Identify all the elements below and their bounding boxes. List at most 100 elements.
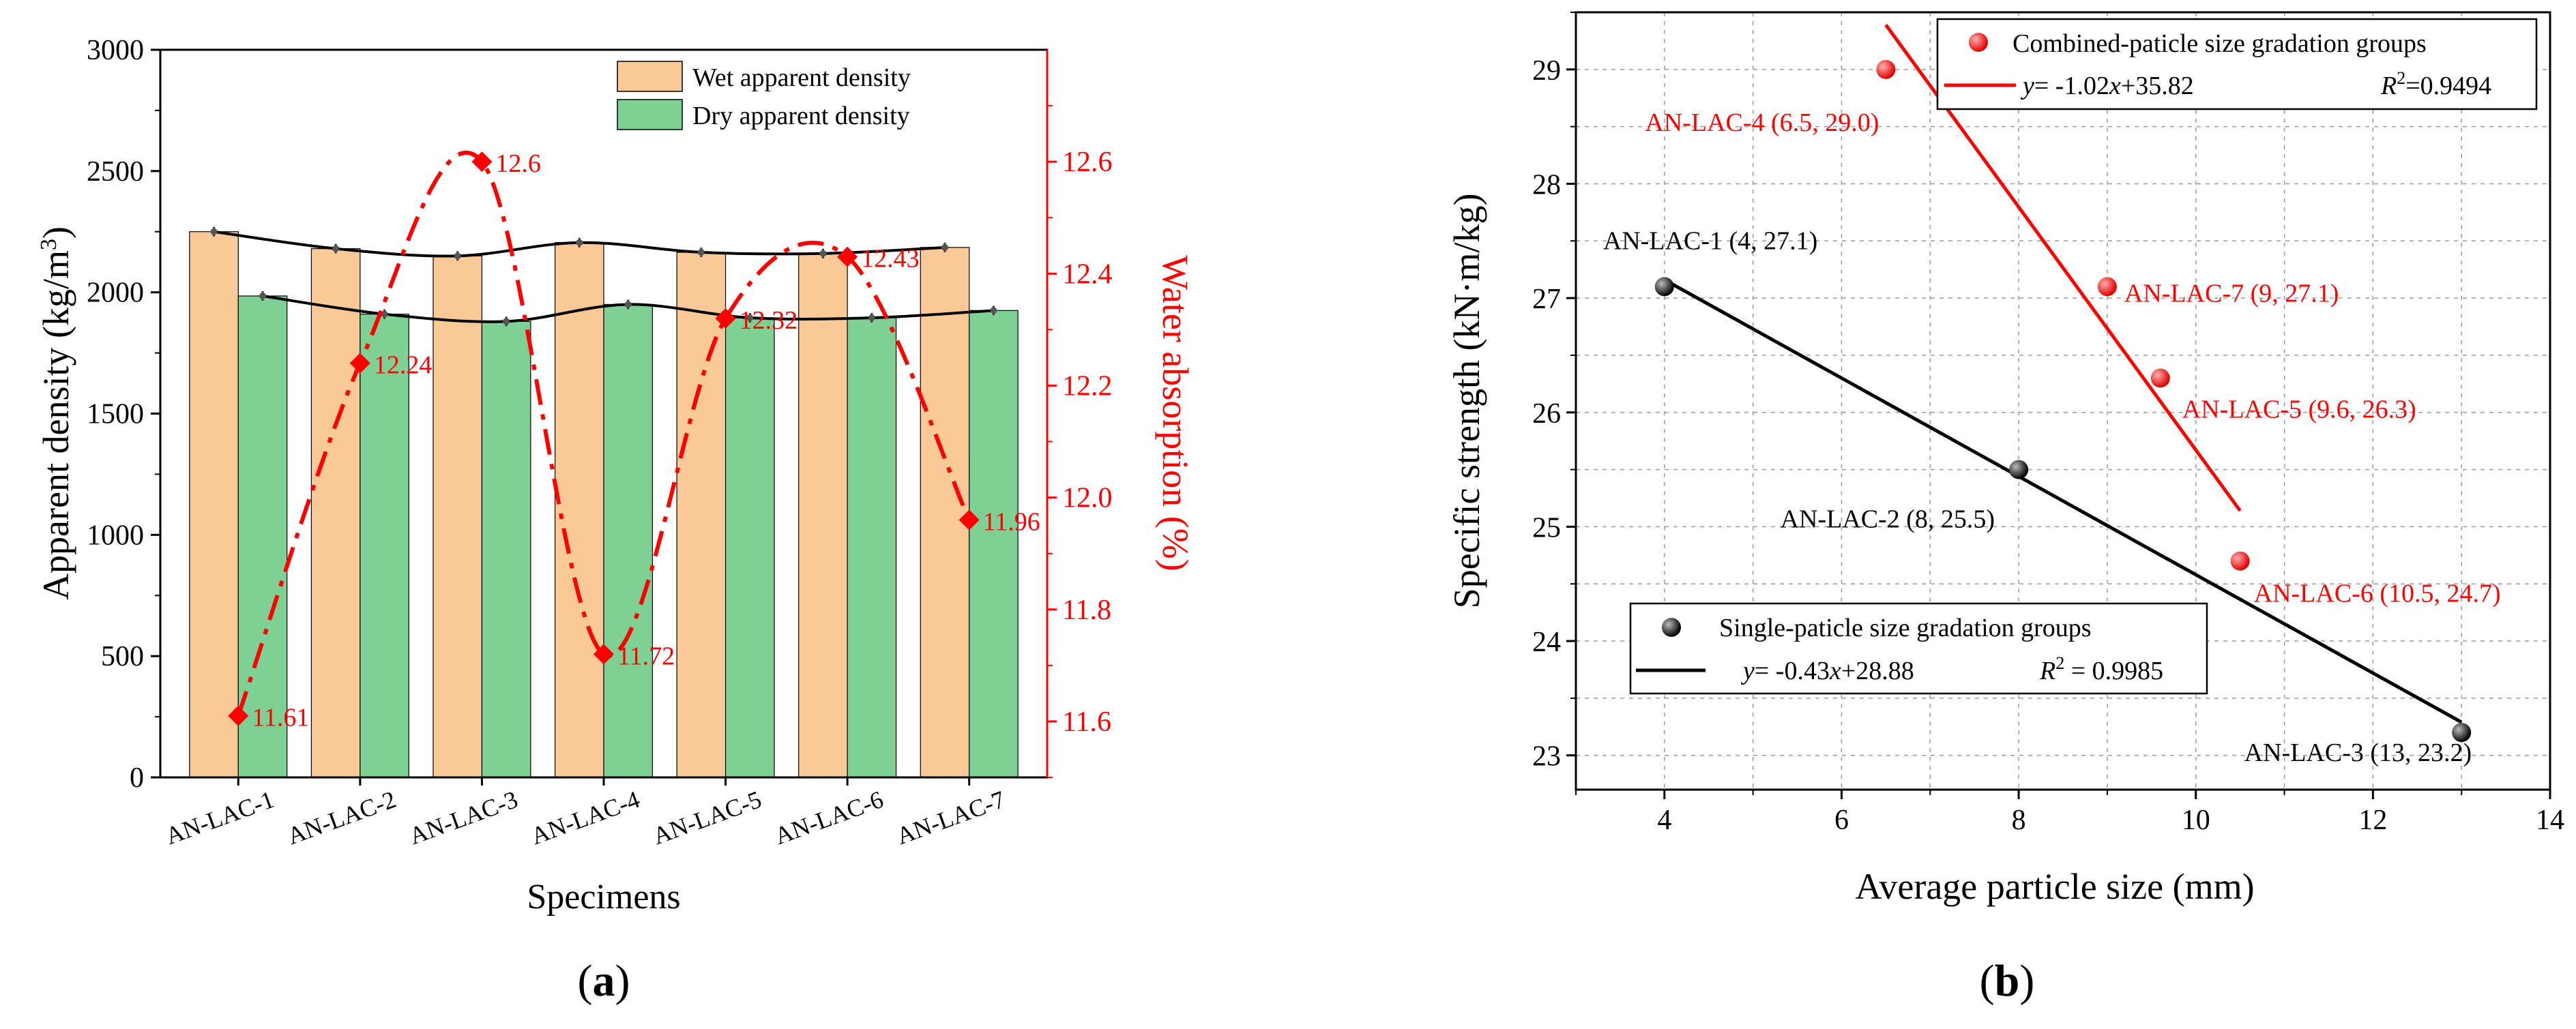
wet-marker-3 [454, 252, 461, 260]
label-single-2: AN-LAC-2 (8, 25.5) [1781, 505, 1995, 534]
y-tick-label-0: 0 [130, 762, 144, 794]
right-y-axis: 11.6 11.8 12.0 12.2 12.4 12.6 [1046, 50, 1113, 778]
panel-label-a: (a) [578, 956, 630, 1006]
x-tick-label-12: 12 [2358, 805, 2387, 836]
y2-tick-label-12.4: 12.4 [1062, 258, 1113, 290]
point-single-3 [2452, 723, 2472, 743]
dry-marker-1 [259, 293, 266, 300]
y-tick-label-500: 500 [101, 641, 144, 672]
legend-label-wet: Wet apparent density [692, 63, 911, 92]
legend-marker-single [1662, 618, 1681, 637]
y2-axis-title-a: Water absorption (%) [1155, 255, 1196, 571]
panel-a-chart: 11.61 12.24 12.6 11.72 12.32 12.43 11.96 0 500 1… [35, 35, 1196, 1006]
y-axis-title-a: Apparent density (kg/m3) [35, 226, 76, 600]
label-combined-4: AN-LAC-6 (10.5, 24.7) [2254, 580, 2501, 608]
x-tick-label-AN-LAC-1: AN-LAC-1 [162, 786, 278, 850]
plot-frame-b [1575, 11, 2551, 791]
equation-combined: y= -1.02x+35.82 [2020, 72, 2194, 100]
wet-marker-2 [332, 245, 340, 252]
water-absorption-marker-7 [958, 509, 980, 531]
water-absorption-label-2: 12.24 [374, 351, 433, 380]
legend-label-single: Single-paticle size gradation groups [1719, 614, 2092, 642]
scatter-points: AN-LAC-4 (6.5, 29.0) AN-LAC-7 (9, 27.1) AN… [1603, 59, 2501, 767]
y-axis-title-b: Specific strength (kN·m/kg) [1446, 194, 1487, 609]
bar-dry-5 [724, 317, 775, 778]
x-tick-label-AN-LAC-5: AN-LAC-5 [649, 786, 765, 850]
x-tick-label-6: 6 [1834, 805, 1849, 836]
water-absorption-label-3: 12.6 [495, 149, 541, 178]
x-tick-label-8: 8 [2012, 805, 2026, 836]
bar-dry-7 [969, 310, 1019, 778]
legend-combined: Combined-paticle size gradation groups y… [1936, 18, 2538, 110]
water-absorption-label-7: 11.96 [983, 507, 1040, 536]
wet-marker-6 [819, 250, 827, 257]
y2-tick-label-11.8: 11.8 [1062, 595, 1111, 626]
x-tick-label-AN-LAC-4: AN-LAC-4 [527, 786, 643, 850]
y-tick-label-27: 27 [1532, 284, 1561, 315]
legend-label-combined: Combined-paticle size gradation groups [2012, 29, 2427, 58]
dry-marker-6 [868, 314, 875, 322]
y2-tick-label-12.2: 12.2 [1062, 370, 1113, 402]
y-tick-label-1500: 1500 [87, 399, 144, 430]
legend-box-combined [1936, 18, 2538, 110]
y-tick-label-28: 28 [1532, 169, 1561, 200]
x-tick-label-AN-LAC-6: AN-LAC-6 [771, 786, 887, 850]
water-absorption-marker-6 [837, 246, 858, 267]
x-axis-title-b: Average particle size (mm) [1855, 866, 2254, 907]
legend-a: Wet apparent density Dry apparent densit… [617, 61, 911, 130]
density-trend-lines [210, 226, 997, 327]
water-absorption-label-5: 12.32 [740, 306, 798, 335]
equation-single: y= -0.43x+28.88 [1740, 657, 1914, 685]
y-tick-label-23: 23 [1532, 741, 1561, 773]
y-tick-label-26: 26 [1532, 398, 1561, 430]
bars-group [189, 231, 1019, 778]
dry-marker-4 [624, 301, 632, 308]
water-absorption-label-6: 12.43 [861, 245, 920, 273]
x-axis: AN-LAC-1 AN-LAC-2 AN-LAC-3 AN-LAC-4 AN-LAC-5… [162, 777, 1008, 850]
dry-marker-3 [503, 318, 510, 325]
x-axis-b: 4 6 8 10 12 14 [1575, 790, 2564, 836]
left-y-axis: 0 500 1000 1500 2000 2500 3000 [87, 35, 160, 794]
y-tick-label-2000: 2000 [87, 278, 144, 309]
bar-dry-4 [603, 303, 654, 778]
point-combined-2 [2097, 277, 2117, 297]
dry-marker-2 [381, 310, 388, 318]
wet-marker-1 [210, 228, 218, 235]
legend-single: Single-paticle size gradation groups y= … [1629, 602, 2208, 695]
dry-marker-7 [990, 307, 997, 314]
wet-marker-5 [697, 248, 705, 256]
legend-box-single [1629, 602, 2208, 695]
y2-tick-label-12.0: 12.0 [1062, 483, 1113, 514]
y2-tick-label-12.6: 12.6 [1062, 147, 1113, 178]
point-combined-1 [1876, 59, 1896, 79]
legend-label-dry: Dry apparent density [692, 102, 910, 130]
y-tick-label-24: 24 [1532, 627, 1561, 658]
fit-line-single [1663, 278, 2463, 724]
water-absorption-label-1: 11.61 [252, 704, 309, 732]
bar-wet-7 [920, 247, 970, 778]
x-tick-label-AN-LAC-3: AN-LAC-3 [406, 786, 522, 850]
point-combined-3 [2150, 368, 2170, 388]
y-tick-label-2500: 2500 [87, 156, 144, 188]
legend-swatch-dry [617, 99, 683, 130]
bar-dry-2 [360, 314, 409, 778]
point-single-2 [2009, 460, 2029, 479]
x-tick-label-4: 4 [1657, 805, 1671, 836]
x-axis-title-a: Specimens [527, 878, 680, 916]
x-tick-label-14: 14 [2536, 805, 2564, 836]
y-tick-label-25: 25 [1532, 512, 1561, 543]
bar-wet-4 [554, 242, 604, 778]
bar-dry-6 [847, 317, 897, 778]
water-absorption-marker-5 [715, 308, 736, 329]
y-tick-label-1000: 1000 [87, 520, 144, 551]
y-axis-b: 23 24 25 26 27 28 29 [1532, 12, 1576, 773]
bar-wet-5 [676, 252, 727, 778]
water-absorption-marker-2 [349, 353, 370, 374]
water-absorption-marker-3 [471, 151, 493, 173]
bar-dry-3 [481, 320, 531, 778]
water-absorption-marker-4 [594, 644, 614, 665]
panel-b-chart: 23 24 25 26 27 28 29 4 6 8 10 12 14 AN-LAC-4 (6.5, … [1446, 11, 2564, 1006]
dry-marker-5 [746, 314, 754, 322]
y2-tick-label-11.6: 11.6 [1062, 706, 1111, 738]
wet-marker-4 [576, 239, 583, 246]
